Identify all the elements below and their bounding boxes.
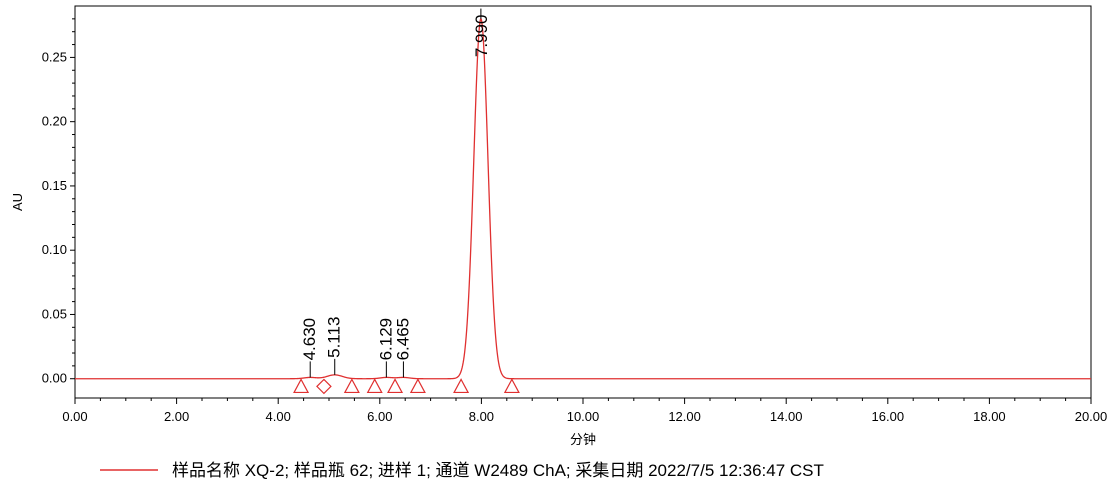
x-axis: 0.00 2.00 4.00 6.00 8.00 10.00 12.00 14.00 16.00… xyxy=(62,398,1107,424)
x-tick-label: 4.00 xyxy=(266,409,291,424)
integration-marker-diamond xyxy=(316,378,332,395)
integration-marker-triangle xyxy=(409,378,426,394)
integration-marker-triangle xyxy=(503,378,520,394)
y-tick-label: 0.20 xyxy=(42,114,67,129)
x-tick-label: 0.00 xyxy=(62,409,87,424)
integration-marker-triangle xyxy=(343,378,360,394)
integration-markers xyxy=(293,378,520,395)
series-line xyxy=(75,17,1091,380)
y-axis-title: AU xyxy=(10,193,25,211)
peak-label: 4.630 xyxy=(300,318,319,361)
x-tick-label: 12.00 xyxy=(668,409,701,424)
y-tick-label: 0.10 xyxy=(42,242,67,257)
peak-label: 5.113 xyxy=(325,317,344,358)
integration-marker-triangle xyxy=(387,378,404,394)
y-tick-label: 0.25 xyxy=(42,49,67,64)
x-tick-label: 14.00 xyxy=(770,409,803,424)
y-tick-label: 0.05 xyxy=(42,306,67,321)
integration-marker-triangle xyxy=(293,378,310,394)
x-axis-title: 分钟 xyxy=(570,432,596,447)
legend: 样品名称 XQ-2; 样品瓶 62; 进样 1; 通道 W2489 ChA; 采… xyxy=(100,461,824,480)
plot-frame xyxy=(74,5,1092,399)
y-tick-label: 0.00 xyxy=(42,371,67,386)
peak-label: 6.465 xyxy=(393,318,412,361)
series-layer xyxy=(75,17,1091,380)
y-axis: 0.00 0.05 0.10 0.15 0.20 0.25 xyxy=(42,18,75,386)
peak-label: 6.129 xyxy=(376,318,395,361)
legend-entry: 样品名称 XQ-2; 样品瓶 62; 进样 1; 通道 W2489 ChA; 采… xyxy=(172,461,824,480)
x-tick-label: 8.00 xyxy=(469,409,494,424)
x-tick-label: 18.00 xyxy=(973,409,1006,424)
x-tick-label: 10.00 xyxy=(567,409,600,424)
x-tick-label: 16.00 xyxy=(872,409,905,424)
y-tick-label: 0.15 xyxy=(42,178,67,193)
integration-marker-triangle xyxy=(453,378,470,394)
x-tick-label: 20.00 xyxy=(1075,409,1108,424)
x-tick-label: 6.00 xyxy=(367,409,392,424)
integration-marker-triangle xyxy=(366,378,383,394)
x-tick-label: 2.00 xyxy=(164,409,189,424)
peak-label: 7.990 xyxy=(472,15,491,58)
